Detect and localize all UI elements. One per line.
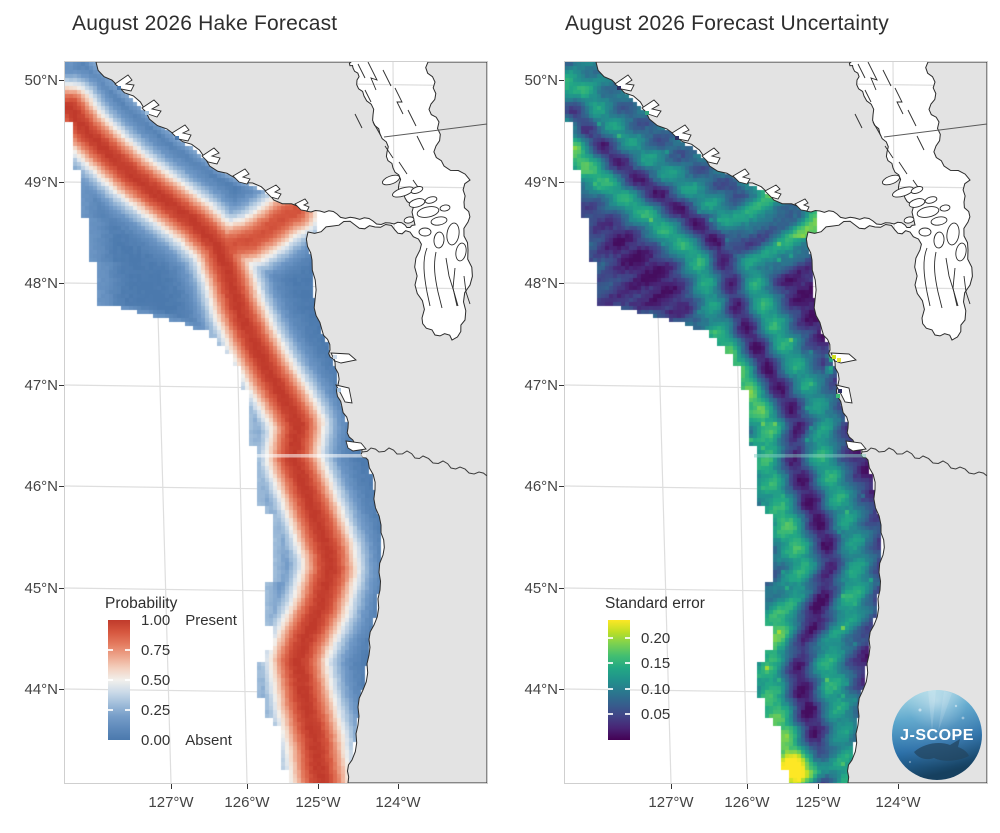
x-tick-label: 124°W [875,794,921,811]
y-tick-label: 45°N [24,580,58,597]
colorbar-tick [625,636,630,639]
coastline-layer [95,62,487,783]
y-tick-label: 48°N [524,275,558,292]
fish-silhouette [914,739,969,761]
colorbar-tick [108,649,113,651]
legend-entry-label: 0.75 [141,642,171,659]
legend-entry-label: 0.15 [641,655,671,673]
standard-error-colorbar [608,620,630,740]
y-tick-label: 50°N [24,72,58,89]
legend-title: Standard error [605,595,705,612]
y-tick-label: 49°N [524,174,558,191]
x-tick-label: 127°W [648,794,694,811]
y-tick-label: 48°N [24,275,58,292]
y-axis-tick [59,385,64,386]
y-axis-tick [559,182,564,183]
y-axis-tick [559,588,564,589]
colorbar-tick [108,709,113,711]
x-axis-tick [318,784,319,789]
y-axis-tick [59,588,64,589]
right-panel-title: August 2026 Forecast Uncertainty [565,12,889,35]
colorbar-tick [125,649,130,651]
y-axis-tick [559,80,564,81]
y-tick-label: 46°N [524,478,558,495]
y-axis-tick [59,283,64,284]
y-tick-label: 49°N [24,174,58,191]
y-tick-label: 45°N [524,580,558,597]
colorbar-tick [125,679,130,681]
y-axis-tick [559,689,564,690]
y-tick-label: 50°N [524,72,558,89]
legend-entry-label: 0.00 Absent [141,732,232,749]
colorbar-tick [625,713,630,716]
x-axis-tick [398,784,399,789]
jscope-logo-graphic: J-SCOPE [892,690,982,780]
jscope-logo: J-SCOPE [890,688,984,782]
legend-entry-label: 0.05 [641,706,671,724]
x-axis-tick [898,784,899,789]
logo-text: J-SCOPE [900,727,974,744]
x-tick-label: 125°W [795,794,841,811]
colorbar-tick [608,687,613,690]
y-tick-label: 46°N [24,478,58,495]
y-tick-label: 44°N [524,681,558,698]
y-axis-tick [59,689,64,690]
colorbar-tick [108,679,113,681]
y-tick-label: 44°N [24,681,58,698]
y-axis-tick [59,182,64,183]
legend-entry-label: 0.25 [141,702,171,719]
hake-forecast-map-panel: Probability 1.00 Present 0.75 0.50 0.25 0.00… [64,61,488,784]
legend-title: Probability [105,595,178,612]
legend-entry-label: 1.00 Present [141,612,237,629]
x-tick-label: 124°W [375,794,421,811]
forecast-uncertainty-map-panel: Standard error 0.20 0.15 0.10 0.05 [564,61,988,784]
y-axis-tick [59,486,64,487]
colorbar-tick [608,713,613,716]
x-tick-label: 126°W [224,794,270,811]
x-axis-tick [671,784,672,789]
y-axis-tick [559,385,564,386]
legend-entry-label: 0.20 [641,629,671,647]
y-axis-tick [59,80,64,81]
x-axis-tick [171,784,172,789]
x-axis-tick [818,784,819,789]
x-tick-label: 126°W [724,794,770,811]
left-panel-title: August 2026 Hake Forecast [72,12,338,35]
probability-colorbar [108,620,130,740]
coastline-layer [595,62,987,783]
x-tick-label: 125°W [295,794,341,811]
colorbar-tick [625,662,630,665]
y-axis-tick [559,283,564,284]
colorbar-tick [608,636,613,639]
y-tick-label: 47°N [24,377,58,394]
x-tick-label: 127°W [148,794,194,811]
y-tick-label: 47°N [524,377,558,394]
legend-entry-label: 0.50 [141,672,171,689]
colorbar-tick [625,687,630,690]
legend-entry-label: 0.10 [641,680,671,698]
colorbar-tick [125,709,130,711]
y-axis-tick [559,486,564,487]
x-axis-tick [747,784,748,789]
x-axis-tick [247,784,248,789]
colorbar-tick [608,662,613,665]
